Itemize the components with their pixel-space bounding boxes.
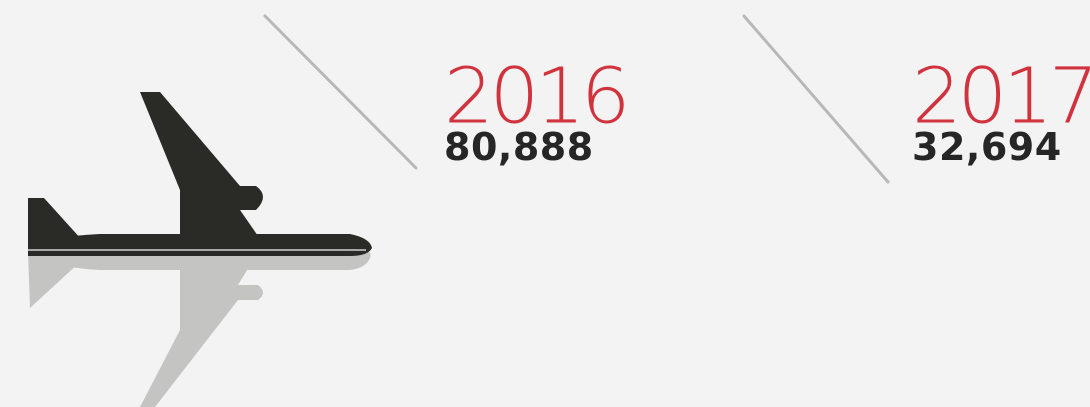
stat-value: 32,694: [912, 125, 1062, 169]
divider-line-2017: [742, 14, 890, 184]
divider-line-2016: [263, 14, 418, 170]
year-label: 2017: [912, 52, 1090, 142]
airplane-reflection-icon: [28, 246, 371, 407]
airplane-graphic: [28, 92, 372, 407]
airplane-icon: [28, 92, 372, 256]
year-label: 2016: [444, 52, 631, 142]
stat-block-2017: 2017 32,694: [912, 58, 1090, 166]
stat-value: 80,888: [444, 125, 594, 169]
stat-block-2016: 2016 80,888: [444, 52, 631, 169]
